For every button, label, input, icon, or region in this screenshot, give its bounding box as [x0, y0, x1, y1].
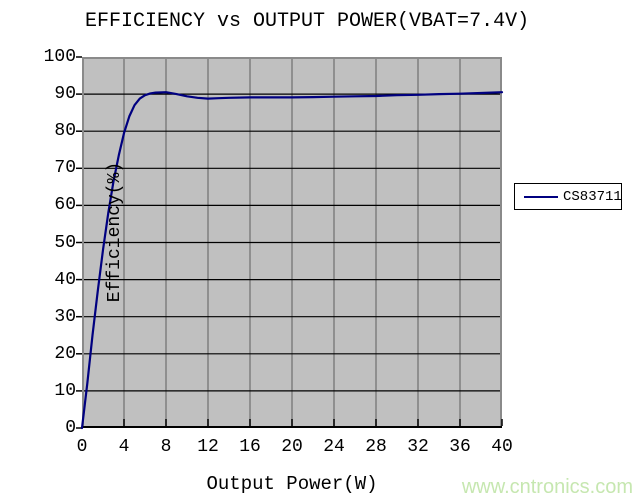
chart-title: EFFICIENCY vs OUTPUT POWER(VBAT=7.4V) [85, 10, 530, 33]
y-tick-label: 50 [54, 232, 76, 253]
y-tick-label: 20 [54, 343, 76, 364]
x-tick-label: 16 [239, 437, 261, 457]
x-tick-label: 32 [407, 437, 429, 457]
legend: CS83711 [514, 183, 622, 210]
y-axis-title: Efficiency(%) [105, 161, 125, 303]
x-tick-label: 4 [118, 437, 130, 457]
y-tick-label: 30 [54, 306, 76, 327]
x-tick-label: 28 [365, 437, 387, 457]
x-axis-title: Output Power(W) [206, 473, 378, 495]
y-tick-label: 10 [54, 380, 76, 401]
x-tick-label: 12 [197, 437, 219, 457]
y-tick-label: 100 [43, 47, 76, 67]
plot-svg [76, 56, 504, 430]
y-tick-label: 60 [54, 195, 76, 216]
x-tick-label: 36 [449, 437, 471, 457]
x-tick-label: 20 [281, 437, 303, 457]
y-tick-label: 40 [54, 269, 76, 290]
x-tick-label: 8 [160, 437, 172, 457]
y-tick-label: 0 [65, 418, 76, 438]
watermark-text: www.cntronics.com [461, 476, 633, 498]
y-tick-label: 90 [54, 84, 76, 105]
y-tick-label: 70 [54, 158, 76, 179]
x-tick-label: 0 [76, 437, 88, 457]
plot-area: Efficiency(%) [76, 56, 504, 430]
legend-line-swatch [524, 195, 558, 198]
x-tick-label: 40 [491, 437, 513, 457]
y-tick-label: 80 [54, 121, 76, 142]
series-line-cs83711 [80, 91, 504, 430]
x-tick-label: 24 [323, 437, 345, 457]
legend-series-label: CS83711 [563, 188, 622, 205]
